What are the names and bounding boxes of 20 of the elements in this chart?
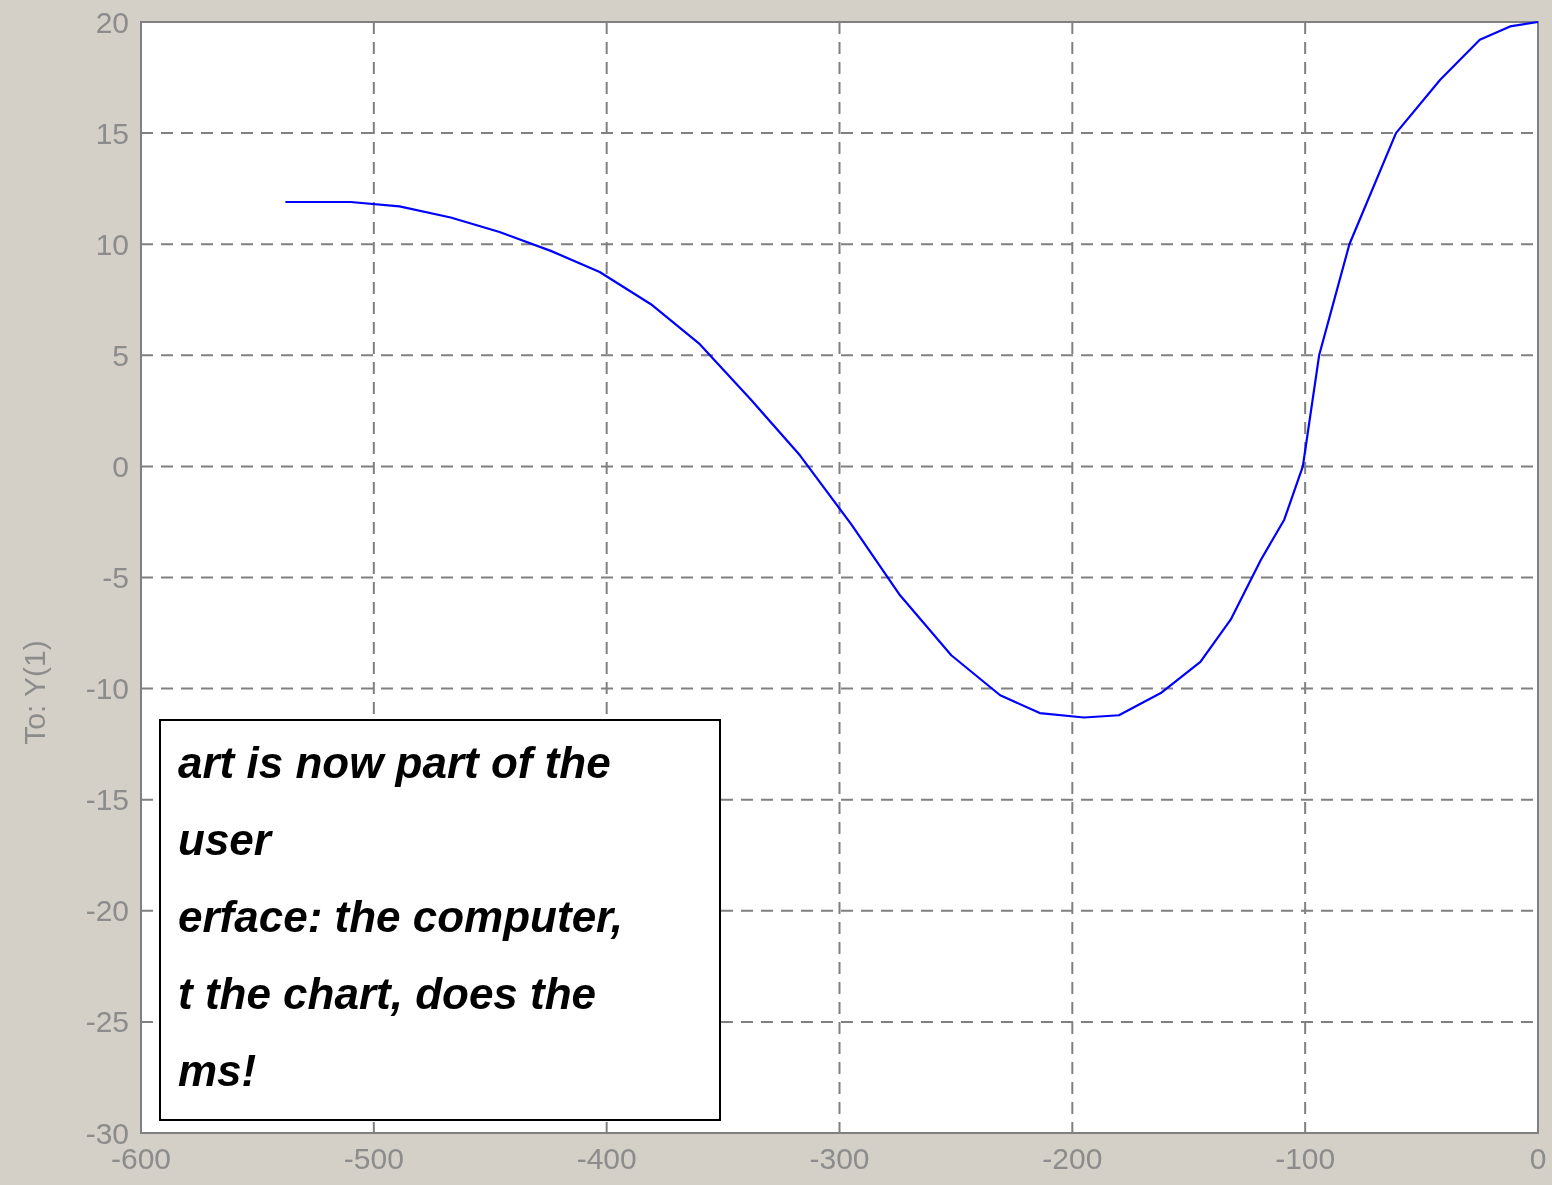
y-axis-title: To: Y(1) xyxy=(18,640,51,745)
x-tick-label: -500 xyxy=(343,1142,404,1175)
y-tick-label: -25 xyxy=(85,1005,129,1039)
x-tick-label: -100 xyxy=(1275,1142,1336,1175)
x-tick-label: -300 xyxy=(809,1142,870,1175)
y-tick-label: -20 xyxy=(85,894,129,928)
x-tick-label: 0 xyxy=(1529,1142,1547,1175)
line-series xyxy=(284,20,1540,719)
y-tick-label: 20 xyxy=(95,5,129,39)
y-tick-label: 0 xyxy=(112,449,129,483)
y-tick-label: 5 xyxy=(112,338,129,372)
y-tick-label: 15 xyxy=(95,116,129,150)
y-tick-label: -30 xyxy=(85,1116,129,1150)
annotation: art is now part of the user erface: the computer, t the chart, does the ms! xyxy=(178,738,624,1095)
y-tick-label: -5 xyxy=(102,561,129,594)
y-tick-label: -10 xyxy=(85,672,129,706)
x-tick-label: -400 xyxy=(576,1142,637,1175)
y-tick-label: -15 xyxy=(85,783,129,817)
x-tick-label: -200 xyxy=(1042,1142,1103,1175)
y-tick-label: 10 xyxy=(95,227,129,261)
